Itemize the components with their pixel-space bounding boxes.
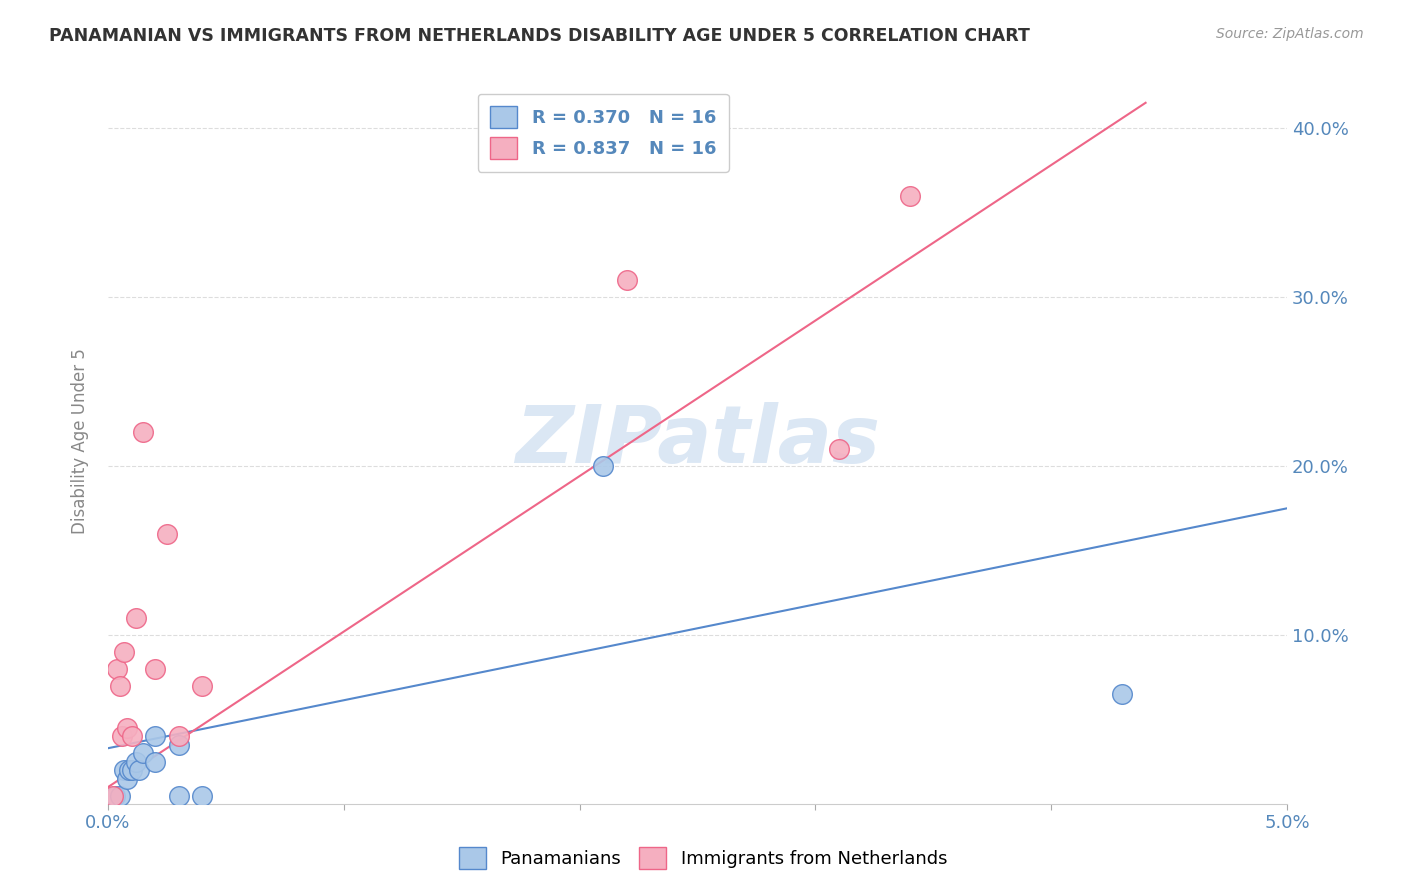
Point	[616, 273, 638, 287]
Text: ZIPatlas: ZIPatlas	[515, 401, 880, 480]
Y-axis label: Disability Age Under 5: Disability Age Under 5	[72, 348, 89, 533]
Point	[101, 789, 124, 803]
Point	[108, 789, 131, 803]
Point	[132, 425, 155, 440]
Point	[128, 763, 150, 777]
Point	[115, 721, 138, 735]
Point	[118, 763, 141, 777]
Point	[114, 763, 136, 777]
Point	[828, 442, 851, 457]
Point	[191, 789, 214, 803]
Point	[191, 679, 214, 693]
Point	[115, 772, 138, 786]
Point	[167, 730, 190, 744]
Point	[121, 730, 143, 744]
Point	[156, 526, 179, 541]
Point	[1111, 687, 1133, 701]
Point	[111, 730, 134, 744]
Point	[107, 662, 129, 676]
Point	[592, 458, 614, 473]
Point	[143, 755, 166, 769]
Point	[125, 755, 148, 769]
Point	[167, 789, 190, 803]
Legend: Panamanians, Immigrants from Netherlands: Panamanians, Immigrants from Netherlands	[450, 838, 956, 879]
Text: PANAMANIAN VS IMMIGRANTS FROM NETHERLANDS DISABILITY AGE UNDER 5 CORRELATION CHA: PANAMANIAN VS IMMIGRANTS FROM NETHERLAND…	[49, 27, 1031, 45]
Point	[143, 730, 166, 744]
Point	[114, 645, 136, 659]
Point	[898, 188, 921, 202]
Point	[125, 611, 148, 625]
Point	[143, 662, 166, 676]
Point	[121, 763, 143, 777]
Point	[167, 738, 190, 752]
Legend: R = 0.370   N = 16, R = 0.837   N = 16: R = 0.370 N = 16, R = 0.837 N = 16	[478, 94, 728, 172]
Point	[108, 679, 131, 693]
Text: Source: ZipAtlas.com: Source: ZipAtlas.com	[1216, 27, 1364, 41]
Point	[132, 747, 155, 761]
Point	[104, 789, 127, 803]
